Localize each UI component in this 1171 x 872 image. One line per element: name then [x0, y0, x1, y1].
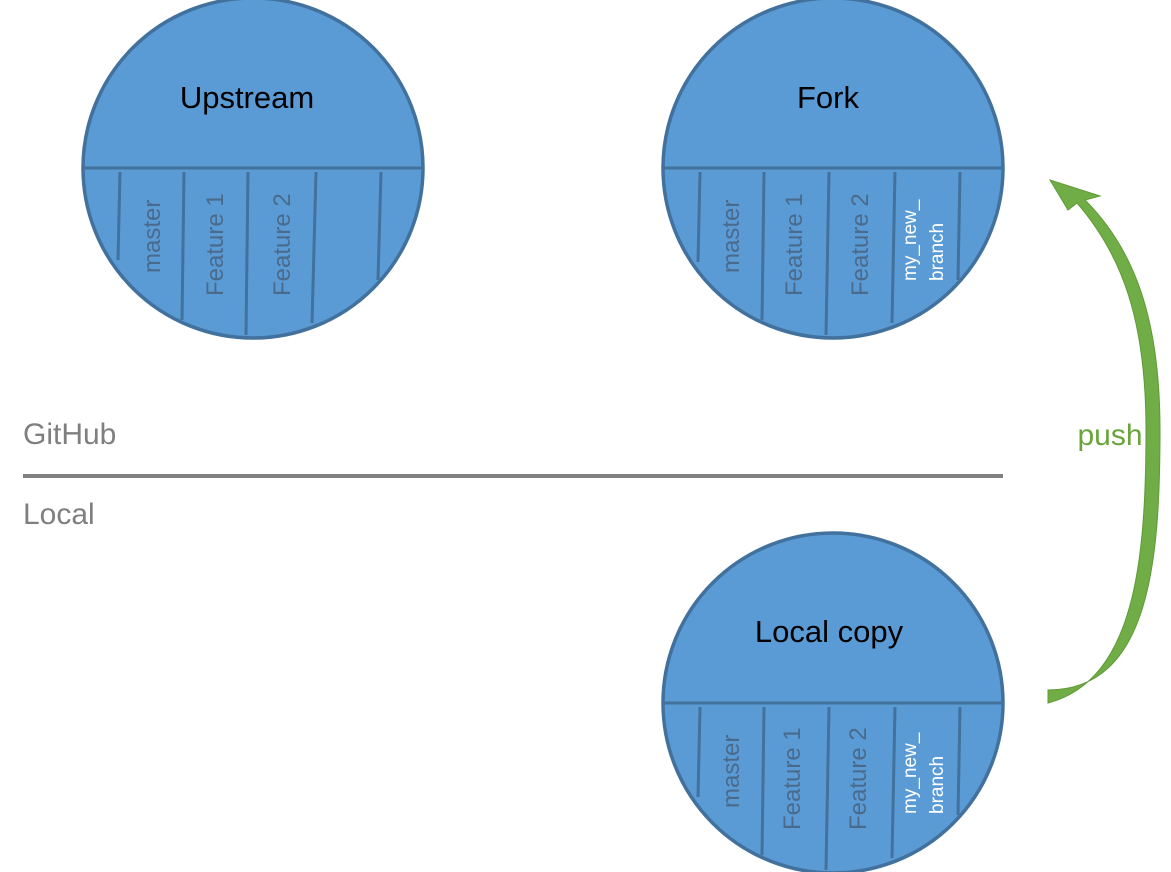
upstream-title: Upstream [180, 80, 314, 115]
upstream-branch-feature-2: Feature 2 [269, 193, 296, 296]
fork-dividers [663, 166, 1003, 336]
github-section-label: GitHub [23, 418, 116, 451]
push-label: push [1077, 419, 1142, 452]
local-branch-feature-1: Feature 1 [779, 727, 806, 830]
local-title: Local copy [755, 614, 904, 649]
local-branch-feature-2: Feature 2 [845, 727, 872, 830]
push-arrow-shape [1047, 179, 1161, 704]
push-arrow [1047, 179, 1161, 704]
upstream-dividers [83, 166, 423, 336]
local-section-label: Local [23, 498, 95, 531]
fork-repo: Fork master Feature 1 Feature 2 my_new_ … [661, 0, 1005, 340]
local-branch-new-line2: branch [927, 756, 948, 814]
upstream-branch-feature-1: Feature 1 [202, 193, 229, 296]
fork-branch-new-line2: branch [927, 223, 948, 281]
upstream-repo: Upstream master Feature 1 Feature 2 [81, 0, 425, 340]
upstream-branch-master: master [139, 200, 166, 273]
fork-branch-feature-1: Feature 1 [781, 193, 808, 296]
fork-branch-feature-2: Feature 2 [847, 193, 874, 296]
local-branch-new-line1: my_new_ [900, 732, 921, 814]
local-branch-master: master [718, 735, 745, 808]
fork-branch-master: master [718, 200, 745, 273]
local-dividers [663, 701, 1003, 871]
local-repo: Local copy master Feature 1 Feature 2 my… [661, 531, 1005, 872]
fork-title: Fork [797, 80, 860, 115]
fork-branch-new-line1: my_new_ [900, 199, 921, 281]
